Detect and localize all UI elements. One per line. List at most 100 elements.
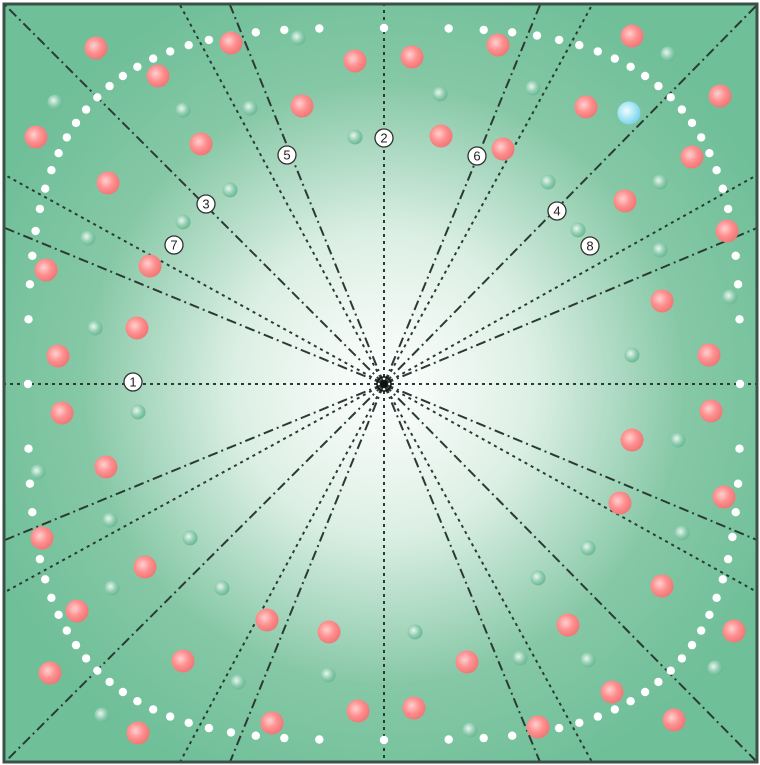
white-dot-icon — [251, 28, 260, 37]
red-orb-icon[interactable] — [290, 94, 314, 118]
red-orb-icon[interactable] — [620, 24, 644, 48]
white-dot-icon — [166, 712, 175, 721]
green-orb-icon — [290, 30, 306, 46]
red-orb-icon[interactable] — [574, 95, 598, 119]
white-dot-icon — [575, 41, 584, 50]
white-dot-icon — [41, 184, 50, 193]
red-orb-icon[interactable] — [429, 124, 453, 148]
white-dot-icon — [723, 204, 733, 214]
white-dot-icon — [444, 735, 453, 744]
red-orb-icon[interactable] — [65, 599, 89, 623]
red-orb-icon[interactable] — [715, 219, 739, 243]
white-dot-icon — [23, 379, 33, 389]
line-label-badge — [580, 236, 600, 256]
red-orb-icon[interactable] — [526, 715, 550, 739]
red-orb-icon[interactable] — [146, 64, 170, 88]
red-orb-icon[interactable] — [50, 401, 74, 425]
white-dot-icon — [47, 593, 56, 602]
white-dot-icon — [697, 133, 706, 142]
white-dot-icon — [379, 23, 389, 33]
red-orb-icon[interactable] — [255, 608, 279, 632]
white-dot-icon — [315, 735, 324, 744]
radial-line — [383, 383, 758, 593]
radial-line — [229, 383, 385, 763]
red-orb-icon[interactable] — [722, 619, 746, 643]
white-dot-icon — [575, 718, 584, 727]
white-dot-icon — [593, 47, 602, 56]
red-orb-icon[interactable] — [712, 485, 736, 509]
red-orb-icon[interactable] — [96, 171, 120, 195]
white-dot-icon — [251, 731, 260, 740]
red-orb-icon[interactable] — [455, 650, 479, 674]
white-dot-icon — [54, 610, 63, 619]
red-orb-icon[interactable] — [662, 708, 686, 732]
white-dot-icon — [54, 149, 63, 158]
red-orb-icon[interactable] — [317, 620, 341, 644]
green-orb-icon — [674, 525, 690, 541]
red-orb-icon[interactable] — [125, 316, 149, 340]
red-orb-icon[interactable] — [491, 137, 515, 161]
red-orb-icon[interactable] — [133, 555, 157, 579]
white-dot-icon — [687, 118, 697, 128]
line-label-text: 4 — [553, 204, 560, 219]
white-dot-icon — [24, 444, 33, 453]
red-orb-icon[interactable] — [346, 699, 370, 723]
white-dot-icon — [508, 28, 517, 37]
red-orb-icon[interactable] — [600, 680, 624, 704]
red-orb-icon[interactable] — [486, 33, 510, 57]
red-orb-icon[interactable] — [400, 45, 424, 69]
red-orb-icon[interactable] — [697, 343, 721, 367]
red-orb-icon[interactable] — [126, 721, 150, 745]
red-orb-icon[interactable] — [608, 491, 632, 515]
green-orb-icon — [175, 214, 191, 230]
red-orb-icon[interactable] — [138, 254, 162, 278]
green-orb-icon — [580, 540, 596, 556]
red-orb-icon[interactable] — [260, 711, 284, 735]
white-dot-icon — [640, 71, 650, 81]
red-orb-icon[interactable] — [84, 36, 108, 60]
red-orb-icon[interactable] — [34, 258, 58, 282]
white-dot-icon — [593, 712, 602, 721]
line-label-badge — [196, 194, 216, 214]
red-orb-icon[interactable] — [680, 145, 704, 169]
red-orb-icon[interactable] — [171, 649, 195, 673]
white-dot-icon — [479, 733, 488, 743]
red-orb-icon[interactable] — [650, 574, 674, 598]
white-dot-icon — [204, 35, 214, 45]
radial-line — [383, 4, 541, 385]
red-orb-icon[interactable] — [699, 399, 723, 423]
red-orb-icon[interactable] — [219, 31, 243, 55]
white-dot-icon — [184, 41, 193, 50]
white-dot-icon — [71, 118, 81, 128]
white-dot-icon — [105, 677, 114, 687]
center-pivot-ring — [376, 376, 392, 392]
red-orb-icon[interactable] — [38, 661, 62, 685]
red-orb-icon[interactable] — [343, 49, 367, 73]
red-orb-icon[interactable] — [46, 344, 70, 368]
red-orb-icon[interactable] — [613, 189, 637, 213]
radial-line — [383, 4, 758, 385]
red-orb-icon[interactable] — [556, 613, 580, 637]
white-dot-icon — [677, 105, 687, 114]
white-dot-icon — [105, 81, 114, 91]
blue-orb-icon[interactable] — [617, 101, 641, 125]
white-dot-icon — [610, 705, 619, 714]
red-orb-icon[interactable] — [620, 428, 644, 452]
red-orb-icon[interactable] — [30, 526, 54, 550]
line-label-badge — [164, 235, 184, 255]
red-orb-icon[interactable] — [94, 455, 118, 479]
white-dot-icon — [133, 697, 142, 706]
red-orb-icon[interactable] — [189, 132, 213, 156]
green-orbs — [30, 30, 738, 738]
radial-line — [383, 4, 593, 385]
white-dot-icon — [508, 731, 517, 740]
red-orb-icon[interactable] — [24, 125, 48, 149]
green-orb-icon — [432, 86, 448, 102]
red-orb-icon[interactable] — [402, 696, 426, 720]
red-orb-icon[interactable] — [650, 289, 674, 313]
white-dot-icon — [626, 697, 635, 706]
line-label-1: 1 — [123, 372, 143, 392]
green-orb-icon — [320, 667, 336, 683]
red-orb-icon[interactable] — [708, 84, 732, 108]
